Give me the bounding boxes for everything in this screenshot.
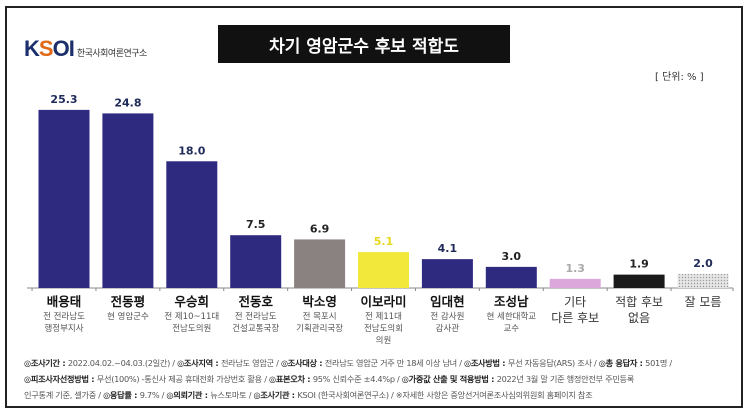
category-label: 전동평 xyxy=(111,294,146,309)
bar xyxy=(358,252,409,288)
category-sublabel: 교수 xyxy=(503,324,519,334)
category-label: 배용태 xyxy=(47,294,82,309)
footer-key: ◎응답률 : xyxy=(103,390,140,400)
logo: KSOI 한국사회여론연구소 xyxy=(24,36,147,62)
footer-key: ◎조사기관 : xyxy=(253,390,298,400)
category-sublabel: 행정부지사 xyxy=(44,323,83,334)
footer-key: ◎총 응답자 : xyxy=(598,358,646,368)
category-sublabel: 전남도의회 xyxy=(364,323,403,334)
footer-value: 인구통계 기준, 셀가중 / xyxy=(24,390,104,400)
category-label: 임대현 xyxy=(430,294,465,309)
bar xyxy=(421,259,473,288)
bar xyxy=(166,161,218,288)
category-label: 전동호 xyxy=(238,294,273,309)
data-label: 18.0 xyxy=(178,144,205,157)
footer-line-3: 인구통계 기준, 셀가중 / ◎응답률 : 9.7% / ◎의뢰기관 : 뉴스토… xyxy=(24,387,734,403)
data-label: 25.3 xyxy=(50,93,77,106)
bar xyxy=(38,109,90,288)
footer-value: 전라남도 영암군 거주 만 18세 이상 남녀 / xyxy=(324,358,464,368)
data-label: 5.1 xyxy=(374,235,394,248)
footer-value: 2022.04.02.~04.03.(2일간) / xyxy=(67,358,178,368)
category-label: 우승희 xyxy=(175,294,210,309)
footer-key: ◎가중값 산출 및 적용방법 : xyxy=(401,374,497,384)
data-label: 3.0 xyxy=(502,250,522,263)
footer-key: ◎조사방법 : xyxy=(463,358,508,368)
footer-key: ◎조사지역 : xyxy=(177,358,221,368)
bar xyxy=(294,239,346,288)
category-sublabel: 전 전라남도 xyxy=(43,311,85,322)
footer-value: KSOI (한국사회여론연구소) / ※자세한 사항은 중앙선거여론조사심의위원… xyxy=(297,390,593,400)
category-label: 박소영 xyxy=(302,294,337,309)
category-sublabel: 감사관 xyxy=(436,323,460,334)
category-sublabel: 현 세한대학교 xyxy=(486,311,536,322)
footer-value: 2022년 3월 말 기준 행정안전부 주민등록 xyxy=(496,374,635,384)
footer-value: 무선 자동응답(ARS) 조사 / xyxy=(507,358,599,368)
bar xyxy=(677,273,729,288)
category-label: 다른 후보 xyxy=(551,311,599,325)
footer-key: ◎의뢰기관 : xyxy=(166,390,211,400)
data-label: 6.9 xyxy=(310,222,330,235)
data-label: 1.9 xyxy=(629,258,649,271)
data-label: 7.5 xyxy=(246,218,266,231)
footer-key: ◎조사기간 : xyxy=(24,358,68,368)
footer-line-2: ◎피조사자선정방법 : 무선(100%) -통신사 제공 휴대전화 가상번호 활… xyxy=(24,371,734,387)
category-sublabel: 현 영암군수 xyxy=(107,311,149,322)
category-label: 없음 xyxy=(628,311,650,325)
data-label: 24.8 xyxy=(114,96,141,109)
category-sublabel: 전 목포시 xyxy=(303,311,337,322)
category-sublabel: 의원 xyxy=(376,335,392,346)
category-sublabel: 기획관리국장 xyxy=(296,323,343,334)
bar xyxy=(230,235,282,288)
footer-key: ◎조사대상 : xyxy=(280,358,325,368)
category-sublabel: 전 전라남도 xyxy=(235,311,277,322)
category-label: 기타 xyxy=(564,295,586,309)
data-label: 2.0 xyxy=(693,257,713,270)
survey-footer: ◎조사기간 : 2022.04.02.~04.03.(2일간) / ◎조사지역 … xyxy=(24,355,734,403)
category-label: 적합 후보 xyxy=(615,295,663,309)
footer-value: 전라남도 영암군 / xyxy=(220,358,281,368)
data-label: 4.1 xyxy=(438,242,458,255)
category-sublabel: 건설교통국장 xyxy=(232,323,279,334)
footer-value: 뉴스토마토 / xyxy=(210,390,254,400)
footer-line-1: ◎조사기간 : 2022.04.02.~04.03.(2일간) / ◎조사지역 … xyxy=(24,355,734,371)
footer-key: ◎표본오차 : xyxy=(268,374,313,384)
category-label: 조성남 xyxy=(494,294,529,309)
bar xyxy=(102,113,154,289)
chart-frame xyxy=(5,6,743,408)
chart-title: 차기 영암군수 후보 적합도 xyxy=(218,25,510,63)
category-sublabel: 전 감사원 xyxy=(430,311,464,322)
footer-key: ◎피조사자선정방법 : xyxy=(24,374,97,384)
category-sublabel: 전 제11대 xyxy=(365,311,402,322)
category-label: 잘 모름 xyxy=(685,295,722,309)
category-sublabel: 전 제10~11대 xyxy=(164,311,219,322)
logo-brand: KSOI xyxy=(24,36,75,61)
unit-label: [ 단위: % ] xyxy=(655,72,704,83)
logo-name: 한국사회여론연구소 xyxy=(76,49,148,59)
bar xyxy=(549,278,601,288)
footer-value: 무선(100%) -통신사 제공 휴대전화 가상번호 활용 / xyxy=(96,374,269,384)
bar xyxy=(613,274,665,288)
category-sublabel: 전남도의원 xyxy=(172,323,211,334)
category-label: 이보라미 xyxy=(360,294,406,309)
footer-value: 501명 / xyxy=(645,358,672,368)
data-label: 1.3 xyxy=(565,262,585,275)
footer-value: 95% 신뢰수준 ±4.4%p / xyxy=(312,374,402,384)
bar xyxy=(485,266,537,288)
footer-value: 9.7% / xyxy=(139,390,167,400)
